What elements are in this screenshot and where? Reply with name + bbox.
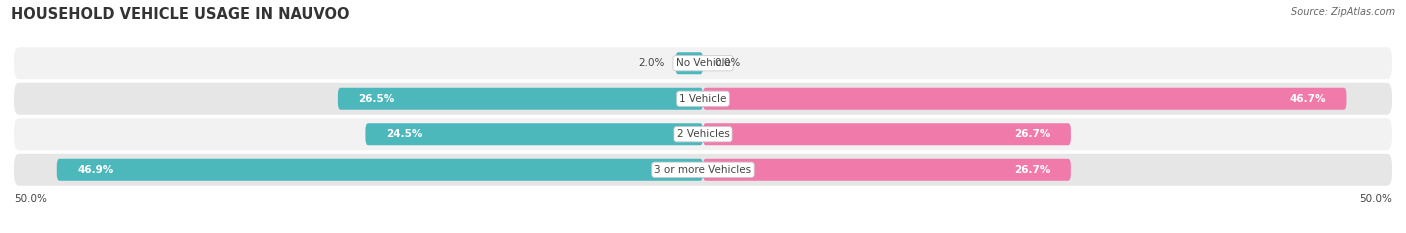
FancyBboxPatch shape (14, 118, 1392, 150)
Text: 50.0%: 50.0% (1360, 194, 1392, 204)
FancyBboxPatch shape (14, 83, 1392, 115)
FancyBboxPatch shape (703, 159, 1071, 181)
Text: Source: ZipAtlas.com: Source: ZipAtlas.com (1291, 7, 1395, 17)
Text: 50.0%: 50.0% (14, 194, 46, 204)
FancyBboxPatch shape (14, 154, 1392, 186)
FancyBboxPatch shape (703, 123, 1071, 145)
FancyBboxPatch shape (337, 88, 703, 110)
Text: No Vehicle: No Vehicle (675, 58, 731, 68)
Text: 24.5%: 24.5% (387, 129, 422, 139)
FancyBboxPatch shape (56, 159, 703, 181)
Text: 26.7%: 26.7% (1014, 165, 1050, 175)
Text: 2.0%: 2.0% (638, 58, 665, 68)
FancyBboxPatch shape (675, 52, 703, 74)
FancyBboxPatch shape (703, 88, 1347, 110)
Text: 1 Vehicle: 1 Vehicle (679, 94, 727, 104)
Text: HOUSEHOLD VEHICLE USAGE IN NAUVOO: HOUSEHOLD VEHICLE USAGE IN NAUVOO (11, 7, 350, 22)
FancyBboxPatch shape (366, 123, 703, 145)
Text: 2 Vehicles: 2 Vehicles (676, 129, 730, 139)
Text: 0.0%: 0.0% (714, 58, 741, 68)
FancyBboxPatch shape (14, 47, 1392, 79)
Text: 26.5%: 26.5% (359, 94, 395, 104)
Text: 3 or more Vehicles: 3 or more Vehicles (654, 165, 752, 175)
Text: 46.7%: 46.7% (1289, 94, 1326, 104)
Text: 46.9%: 46.9% (77, 165, 114, 175)
Text: 26.7%: 26.7% (1014, 129, 1050, 139)
